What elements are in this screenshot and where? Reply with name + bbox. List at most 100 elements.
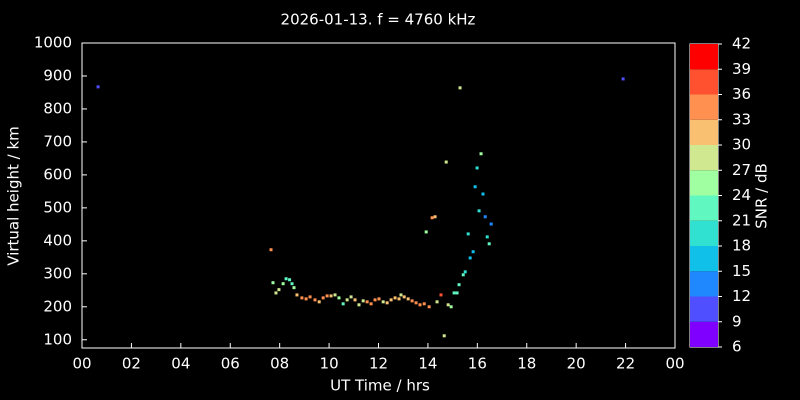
colorbar-tick-label: 33 <box>732 110 751 128</box>
colorbar-bin <box>690 220 718 246</box>
data-point <box>471 250 475 254</box>
data-point <box>377 297 381 301</box>
data-point <box>402 295 406 299</box>
data-point <box>449 305 453 309</box>
data-point <box>435 300 439 304</box>
colorbar-label: SNR / dB <box>753 163 771 229</box>
colorbar-tick-label: 15 <box>732 262 751 280</box>
data-point <box>281 282 285 286</box>
data-point <box>333 293 337 297</box>
data-point <box>337 296 341 300</box>
colorbar-tick-label: 36 <box>732 85 751 103</box>
data-point <box>385 301 389 305</box>
data-point <box>455 291 459 295</box>
y-tick-label: 700 <box>43 132 72 150</box>
data-point <box>300 296 304 300</box>
data-point <box>433 215 437 219</box>
x-tick-label: 12 <box>369 355 388 373</box>
data-point <box>341 302 345 306</box>
x-tick-label: 00 <box>72 355 91 373</box>
colorbar-bin <box>690 321 718 347</box>
data-point <box>473 185 477 189</box>
data-point <box>397 297 401 301</box>
data-point <box>444 160 448 164</box>
data-point <box>269 248 273 252</box>
data-point <box>304 297 308 301</box>
colorbar-tick-label: 42 <box>732 35 751 53</box>
y-axis-label: Virtual height / km <box>5 126 23 265</box>
data-point <box>393 296 397 300</box>
data-point <box>430 216 434 220</box>
colorbar-tick-label: 9 <box>732 312 742 330</box>
data-point <box>290 282 294 286</box>
colorbar-bin <box>690 296 718 322</box>
data-point <box>271 281 275 285</box>
data-point <box>357 303 361 307</box>
x-tick-label: 18 <box>517 355 536 373</box>
data-point <box>461 273 465 277</box>
data-point <box>325 294 329 298</box>
data-point <box>329 294 333 298</box>
colorbar-tick-label: 21 <box>732 211 751 229</box>
x-tick-label: 06 <box>221 355 240 373</box>
colorbar-tick-label: 30 <box>732 136 751 154</box>
colorbar-tick-label: 18 <box>732 237 751 255</box>
data-point <box>479 152 483 156</box>
data-point <box>373 298 377 302</box>
data-point <box>487 242 491 246</box>
data-point <box>418 303 422 307</box>
y-tick-label: 1000 <box>34 34 72 52</box>
data-point <box>345 298 349 302</box>
y-tick-label: 600 <box>43 165 72 183</box>
data-point <box>424 230 428 234</box>
x-tick-label: 00 <box>665 355 684 373</box>
colorbar-tick-label: 12 <box>732 287 751 305</box>
data-point <box>349 295 353 299</box>
x-tick-label: 08 <box>270 355 289 373</box>
x-tick-label: 10 <box>320 355 339 373</box>
colorbar-bin <box>690 44 718 70</box>
data-point <box>274 291 278 295</box>
y-tick-label: 500 <box>43 198 72 216</box>
colorbar-tick-label: 24 <box>732 186 751 204</box>
data-point <box>463 270 467 274</box>
data-point <box>452 291 456 295</box>
colorbar-tick-label: 6 <box>732 338 742 356</box>
data-point <box>284 277 288 281</box>
colorbar-bin <box>690 170 718 196</box>
colorbar-bin <box>690 145 718 171</box>
data-point <box>475 166 479 170</box>
colorbar-tick-label: 39 <box>732 60 751 78</box>
data-point <box>457 283 461 287</box>
data-point <box>414 301 418 305</box>
y-tick-label: 800 <box>43 99 72 117</box>
data-point <box>458 86 462 90</box>
x-axis-label: UT Time / hrs <box>330 377 430 395</box>
data-point <box>389 298 393 302</box>
colorbar-bin <box>690 94 718 120</box>
x-tick-label: 14 <box>418 355 437 373</box>
data-point <box>481 192 485 196</box>
chart-title: 2026-01-13. f = 4760 kHz <box>281 11 476 29</box>
data-point <box>361 299 365 303</box>
data-point <box>321 296 325 300</box>
data-point <box>468 256 472 260</box>
y-tick-label: 300 <box>43 264 72 282</box>
data-point <box>313 298 317 302</box>
data-point <box>369 302 373 306</box>
data-point <box>442 334 446 338</box>
colorbar-bin <box>690 195 718 221</box>
y-tick-label: 200 <box>43 297 72 315</box>
colorbar-tick-label: 27 <box>732 161 751 179</box>
colorbar-bin <box>690 246 718 272</box>
data-point <box>439 293 443 297</box>
data-point <box>427 305 431 309</box>
data-point <box>96 85 100 89</box>
data-point <box>406 297 410 301</box>
data-point <box>466 232 470 236</box>
data-point <box>308 295 312 299</box>
colorbar-bin <box>690 69 718 95</box>
